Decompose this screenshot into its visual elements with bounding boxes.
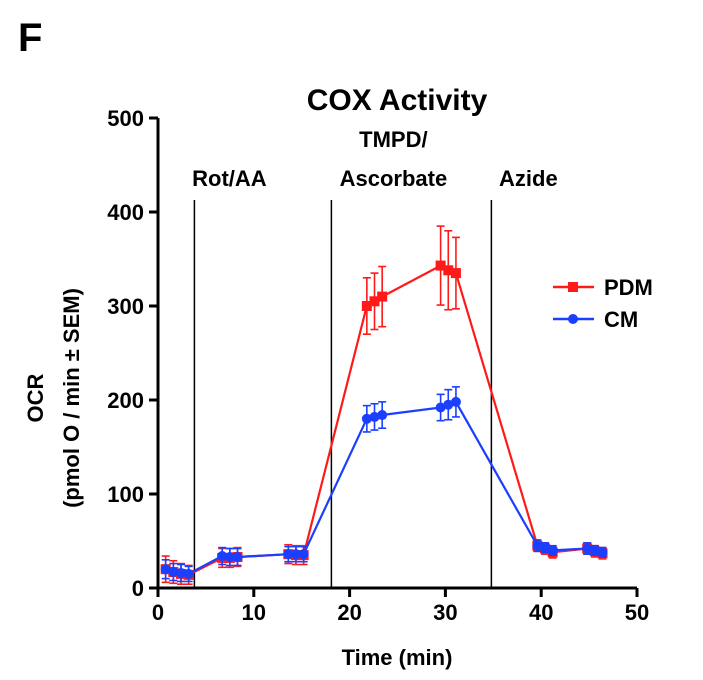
y-axis-label-line1: OCR	[23, 373, 48, 422]
x-tick-label: 40	[529, 600, 553, 625]
legend-marker	[568, 282, 578, 292]
y-ticks: 0 100 200 300 400 500	[107, 106, 158, 601]
injection-label: TMPD/	[359, 127, 427, 152]
data-point	[540, 542, 551, 553]
y-axis-label-group: OCR (pmol O / min ± SEM)	[23, 288, 84, 508]
injection-lines: Rot/AA TMPD/Ascorbate Azide	[192, 127, 558, 588]
x-tick-label: 10	[242, 600, 266, 625]
x-axis-label: Time (min)	[342, 645, 453, 670]
y-axis-label-line2: (pmol O / min ± SEM)	[59, 288, 84, 508]
series-pdm	[160, 225, 608, 586]
series-layer	[160, 225, 608, 586]
injection-label: Rot/AA	[192, 166, 267, 191]
data-point	[232, 551, 243, 562]
data-point	[369, 411, 380, 422]
data-point	[377, 410, 388, 421]
legend-label: PDM	[604, 275, 653, 300]
data-point	[377, 291, 388, 302]
chart-title: COX Activity	[307, 84, 488, 117]
data-point	[443, 265, 454, 276]
panel-label: F	[18, 16, 43, 60]
data-point	[597, 547, 608, 558]
injection-label: Azide	[499, 166, 558, 191]
x-ticks: 0 10 20 30 40 50	[152, 588, 649, 625]
x-tick-label: 20	[337, 600, 361, 625]
data-point	[361, 301, 372, 311]
y-tick-label: 300	[107, 294, 144, 319]
data-point	[443, 399, 454, 410]
data-point	[450, 396, 461, 407]
data-point	[160, 564, 171, 575]
y-tick-label: 100	[107, 482, 144, 507]
data-point	[547, 545, 558, 556]
legend-marker	[568, 314, 578, 324]
series-line	[165, 264, 603, 576]
x-tick-label: 0	[152, 600, 164, 625]
data-point	[283, 549, 294, 560]
data-point	[224, 551, 235, 562]
data-point	[435, 260, 446, 271]
data-point	[369, 296, 380, 307]
axes	[156, 118, 637, 590]
y-tick-label: 200	[107, 388, 144, 413]
data-point	[361, 413, 372, 424]
legend-label: CM	[604, 307, 638, 332]
data-point	[217, 551, 228, 562]
y-tick-label: 0	[132, 576, 144, 601]
y-tick-label: 400	[107, 200, 144, 225]
data-point	[532, 540, 543, 551]
data-point	[450, 268, 461, 279]
data-point	[582, 543, 593, 554]
y-tick-label: 500	[107, 106, 144, 131]
data-point	[175, 567, 186, 578]
data-point	[168, 567, 179, 578]
data-point	[435, 402, 446, 413]
x-tick-label: 30	[433, 600, 457, 625]
data-point	[298, 549, 309, 560]
data-point	[183, 568, 194, 579]
series-cm	[160, 386, 608, 583]
injection-label: Ascorbate	[340, 166, 448, 191]
data-point	[290, 549, 301, 560]
x-tick-label: 50	[625, 600, 649, 625]
data-point	[589, 545, 600, 556]
legend: PDM CM	[553, 275, 653, 332]
